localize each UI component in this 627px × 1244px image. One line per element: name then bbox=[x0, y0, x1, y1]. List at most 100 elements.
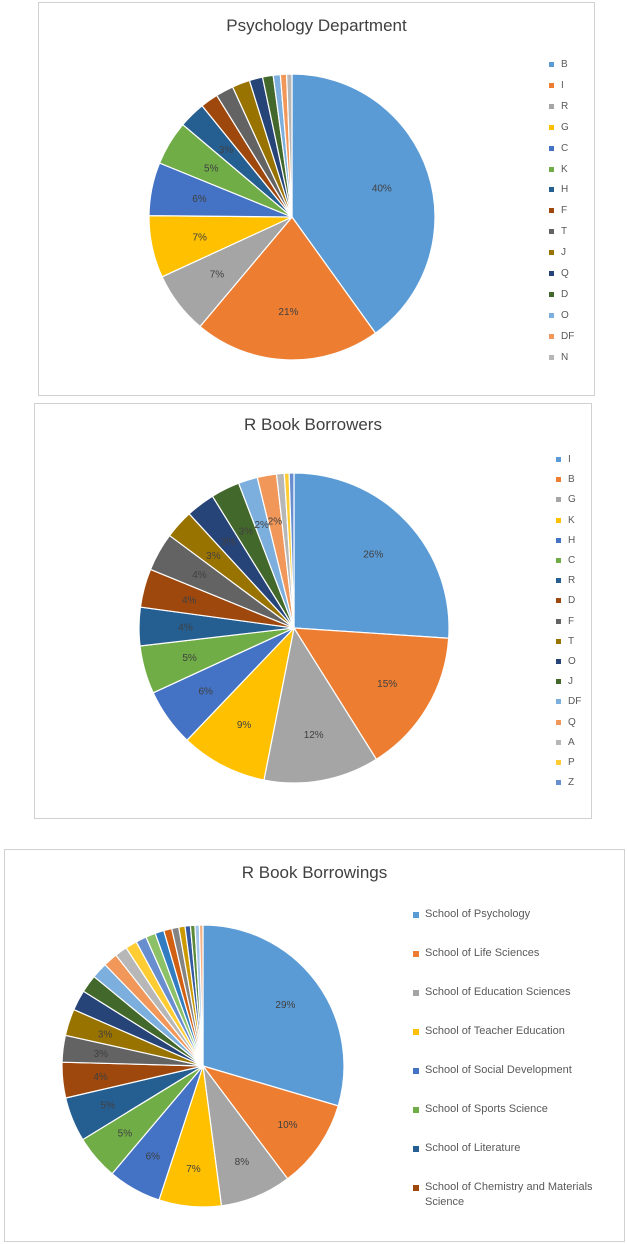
legend-swatch bbox=[413, 912, 419, 918]
legend-swatch bbox=[413, 990, 419, 996]
legend-item: B bbox=[549, 59, 568, 70]
data-label: 40% bbox=[372, 184, 392, 195]
data-label: 7% bbox=[192, 232, 207, 243]
legend-swatch bbox=[549, 312, 554, 318]
pie-slice bbox=[186, 626, 295, 781]
data-label: 10% bbox=[278, 1120, 298, 1131]
legend-item: DF bbox=[549, 331, 574, 342]
data-label: 8% bbox=[235, 1157, 250, 1168]
legend-swatch bbox=[413, 1146, 419, 1152]
data-label: 29% bbox=[275, 1000, 295, 1011]
legend-label: J bbox=[568, 676, 573, 688]
legend-label: I bbox=[568, 454, 571, 465]
legend-swatch bbox=[556, 477, 561, 483]
legend-swatch bbox=[556, 659, 561, 664]
data-label: 4% bbox=[93, 1072, 108, 1083]
data-label: 6% bbox=[146, 1151, 161, 1162]
legend-item: School of Social Development bbox=[413, 1063, 623, 1078]
legend-item: DF bbox=[556, 696, 581, 707]
data-label: 4% bbox=[192, 570, 207, 581]
legend-swatch bbox=[549, 145, 554, 151]
data-label: 3% bbox=[98, 1030, 113, 1041]
data-label: 3% bbox=[219, 145, 234, 156]
legend-label: B bbox=[561, 59, 568, 70]
legend-label: DF bbox=[561, 330, 575, 342]
legend-label: F bbox=[561, 205, 568, 217]
legend-item: G bbox=[549, 122, 569, 133]
data-label: 6% bbox=[198, 687, 213, 698]
pie-slice bbox=[293, 472, 450, 639]
legend-label: Q bbox=[561, 268, 569, 279]
data-label: 21% bbox=[278, 307, 298, 318]
legend-item: N bbox=[549, 352, 568, 363]
data-label: 3% bbox=[206, 551, 221, 562]
data-label: 3% bbox=[94, 1049, 109, 1060]
legend-swatch bbox=[549, 124, 554, 130]
legend-label: R bbox=[568, 575, 576, 587]
chart-panel-psychology: Psychology Department 40% 21% 7% 7% 6% 5% 3% B… bbox=[38, 2, 595, 396]
legend-swatch bbox=[549, 333, 554, 339]
pie-chart-psychology: 40% 21% 7% 7% 6% 5%3% bbox=[148, 73, 436, 361]
legend-item: K bbox=[549, 164, 568, 175]
data-label: 4% bbox=[178, 622, 193, 633]
data-label: 2% bbox=[268, 517, 283, 528]
legend-item: Q bbox=[549, 268, 569, 279]
legend-item: F bbox=[556, 616, 574, 627]
legend-label: T bbox=[568, 635, 575, 647]
pie-slice bbox=[292, 627, 450, 761]
pie-slice bbox=[285, 73, 293, 218]
legend-item: T bbox=[556, 636, 574, 647]
legend-label: H bbox=[561, 184, 569, 196]
legend-item: School of Psychology bbox=[413, 907, 623, 922]
data-label: 2% bbox=[254, 520, 269, 531]
legend-item: J bbox=[556, 676, 573, 687]
legend-swatch bbox=[413, 951, 419, 957]
legend-item: P bbox=[556, 757, 575, 768]
legend-label: K bbox=[568, 514, 575, 526]
legend-label: School of Chemistry and Materials Scienc… bbox=[425, 1181, 593, 1208]
legend-label: F bbox=[568, 615, 575, 627]
legend-swatch bbox=[413, 1107, 419, 1113]
legend-label: O bbox=[568, 656, 576, 667]
legend-label: School of Teacher Education bbox=[425, 1025, 565, 1037]
chart-panel-r-borrowings: R Book Borrowings 29% 10% 8% 7% 6% 5% 5% 4% 3% 3%… bbox=[4, 849, 625, 1242]
chart-title: Psychology Department bbox=[226, 16, 407, 35]
legend-label: P bbox=[568, 757, 575, 768]
legend-item: O bbox=[549, 310, 569, 321]
legend-label: School of Psychology bbox=[425, 908, 531, 920]
chart-title: R Book Borrowings bbox=[241, 863, 388, 882]
legend-item: R bbox=[549, 101, 568, 112]
legend-swatch bbox=[556, 760, 561, 765]
legend-swatch bbox=[549, 229, 554, 235]
legend-item: B bbox=[556, 474, 575, 485]
legend-item: I bbox=[549, 80, 564, 91]
legend-swatch bbox=[549, 250, 554, 256]
legend-label: B bbox=[568, 474, 575, 486]
legend-item: F bbox=[549, 205, 567, 216]
data-label: 5% bbox=[101, 1101, 116, 1112]
legend-item: C bbox=[549, 143, 568, 154]
legend-item: G bbox=[556, 494, 576, 505]
legend-label: J bbox=[561, 247, 566, 259]
legend-swatch bbox=[413, 1068, 419, 1074]
data-label: 6% bbox=[192, 194, 207, 205]
legend-item: School of Literature bbox=[413, 1141, 623, 1156]
legend-swatch bbox=[549, 166, 554, 172]
legend-item: J bbox=[549, 247, 566, 258]
legend-item: O bbox=[556, 656, 576, 667]
pie-slice bbox=[202, 924, 345, 1107]
legend-item: Q bbox=[556, 717, 576, 728]
pie-slice bbox=[291, 73, 436, 334]
pie-slice bbox=[198, 924, 204, 1067]
legend-swatch bbox=[549, 82, 554, 88]
data-label: 9% bbox=[237, 720, 252, 731]
legend-label: K bbox=[561, 163, 568, 175]
data-label: 3% bbox=[239, 526, 254, 537]
legend-label: C bbox=[568, 555, 576, 566]
legend-swatch bbox=[549, 208, 554, 214]
legend-swatch bbox=[556, 497, 561, 503]
legend-swatch bbox=[556, 558, 561, 563]
legend-label: School of Social Development bbox=[425, 1064, 572, 1076]
legend-item: C bbox=[556, 555, 575, 566]
legend-label: I bbox=[561, 79, 564, 91]
